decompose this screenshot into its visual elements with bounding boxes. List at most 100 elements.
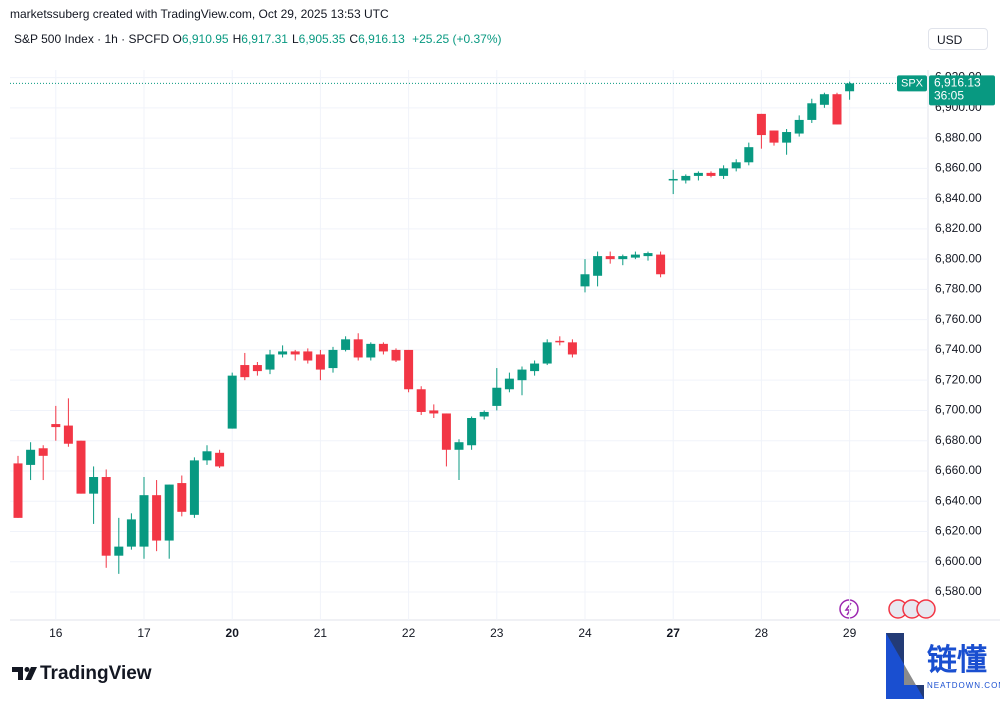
candle-body [328,349,338,369]
candle-body [366,343,376,358]
candle-body [567,342,577,355]
candle-body [303,351,313,361]
event-icon-glyph [844,602,852,616]
ohlc-label: L [291,32,299,46]
candle-body [441,413,451,450]
candle-body [605,256,615,260]
tv-logo: TradingView [12,663,152,684]
candle-body [126,519,136,547]
credit: marketssuberg created with TradingView.c… [10,7,389,21]
candle-body [756,113,766,136]
candle-body [492,387,502,406]
candle-body [719,168,729,176]
candle-body [832,94,842,125]
ohlc-label: C [349,32,359,46]
y-tick-label: 6,820.00 [935,221,982,235]
x-tick-label: 21 [314,626,328,640]
ohlc-label: H [232,32,242,46]
candle-body [26,449,36,465]
event-icons [839,599,936,619]
candle-body [152,495,162,541]
y-tick-label: 6,660.00 [935,463,982,477]
price-tag-symbol-box [897,75,927,92]
ohlc-value: 6,917.31 [241,32,288,46]
y-tick-label: 6,720.00 [935,372,982,386]
candle-body [618,256,628,260]
y-tick-label: 6,860.00 [935,161,982,175]
watermark-site: NEATDOWN.COM [927,681,1000,690]
candle-body [593,256,603,276]
candle-body [315,354,325,370]
candle-body [265,354,275,370]
ohlc-value: 6,910.95 [181,32,229,46]
price-tag-countdown: 36:05 [934,89,964,103]
candle-body [252,365,262,372]
candle-body [139,495,149,547]
candle-body [240,365,250,378]
x-tick-label: 29 [843,626,857,640]
candle-body [819,94,829,105]
candle-body [164,484,174,541]
y-tick-label: 6,880.00 [935,130,982,144]
ohlc-label: O [172,32,182,46]
candle-body [215,452,225,467]
candle-body [341,339,351,350]
ohlc-value: 6,916.13 [358,32,405,46]
candle-body [114,546,124,556]
candle-body [656,254,666,275]
candle-body [744,147,754,163]
y-tick-label: 6,700.00 [935,403,982,417]
candle-body [189,460,199,515]
candle-body [89,477,99,494]
candle-body [504,378,514,390]
event-icon[interactable] [839,599,859,619]
candle-body [782,132,792,143]
x-tick-label: 22 [402,626,416,640]
x-tick-label: 23 [490,626,504,640]
candle-body [63,425,73,444]
candle-body [807,103,817,120]
x-tick-label: 28 [755,626,769,640]
candle-body [580,274,590,287]
candle-body [693,172,703,176]
candle-body [845,83,855,92]
symbol: S&P 500 Index · 1h · SPCFD [14,32,170,46]
logo-mark [12,667,37,680]
x-tick-label: 27 [667,626,681,640]
watermark-shade [886,633,924,699]
x-tick-label: 24 [578,626,592,640]
y-tick-label: 6,600.00 [935,554,982,568]
candle-body [706,172,716,176]
candle-body [378,343,388,352]
candle-body [38,448,48,456]
x-tick-label: 20 [226,626,240,640]
y-tick-label: 6,840.00 [935,191,982,205]
y-tick-label: 6,620.00 [935,524,982,538]
y-tick-label: 6,800.00 [935,251,982,265]
candle-body [391,349,401,361]
currency-button[interactable]: USD [928,28,988,50]
event-icon[interactable] [916,599,936,619]
candle-body [353,339,363,358]
y-tick-label: 6,680.00 [935,433,982,447]
candle-body [202,451,212,461]
candle-body [630,254,640,258]
change: +25.25 (+0.37%) [412,32,502,46]
candle-body [794,119,804,134]
candle-body [429,410,439,414]
price-tag-price: 6,916.13 [934,76,981,90]
y-tick-label: 6,580.00 [935,584,982,598]
candle-body [76,440,86,494]
candle-body [51,424,61,428]
watermark: 链懂 NEATDOWN.COM [886,633,1000,699]
candle-body [542,342,552,364]
candle-body [517,369,527,381]
price-tag-box [929,75,995,106]
candle-body [404,349,414,390]
candle-body [467,418,477,446]
candle-body [479,411,489,417]
legend: S&P 500 Index · 1h · SPCFD O6,910.95 H6,9… [14,32,502,46]
y-tick-label: 6,780.00 [935,282,982,296]
